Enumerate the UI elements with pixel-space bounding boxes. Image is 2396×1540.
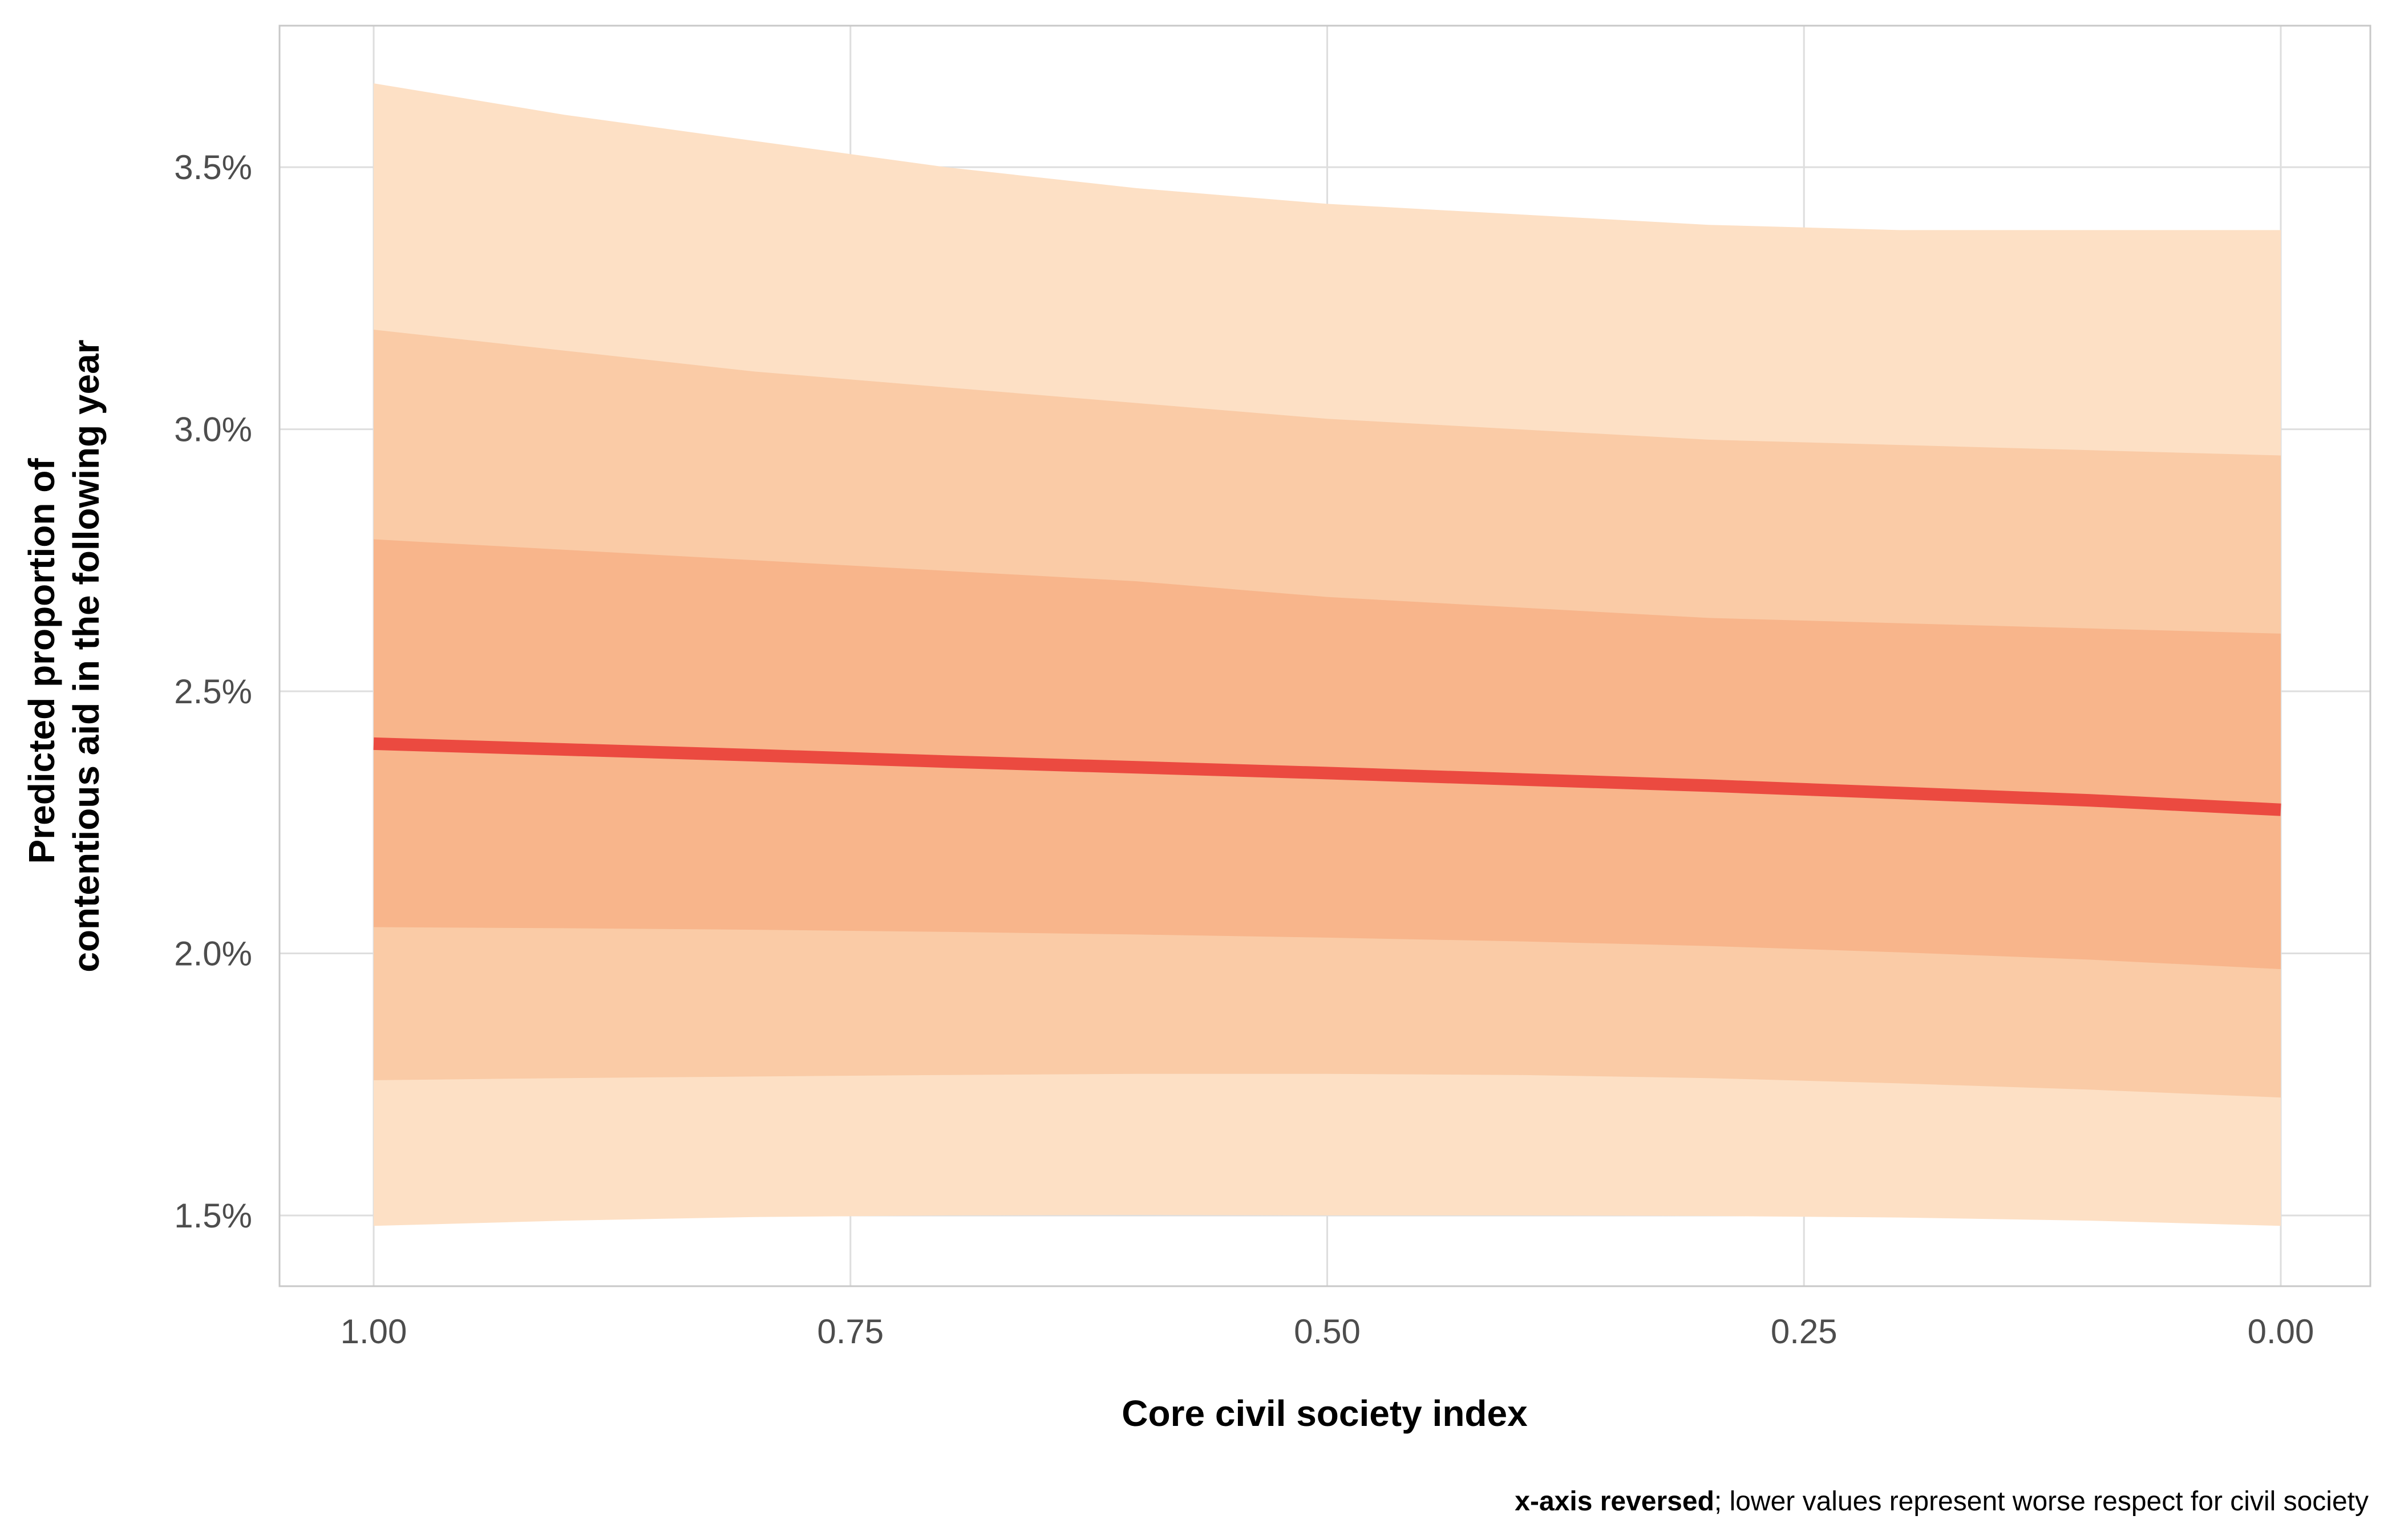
confidence-bands [374, 83, 2281, 1226]
y-tick-label-1: 2.0% [174, 934, 252, 972]
x-tick-label-2: 0.50 [1294, 1312, 1361, 1351]
x-axis-title: Core civil society index [1122, 1393, 1528, 1434]
y-axis-title-line-1: Predicted proportion of [21, 458, 62, 864]
x-axis-ticks: 1.00 0.75 0.50 0.25 0.00 [341, 1312, 2314, 1351]
y-tick-label-0: 1.5% [174, 1197, 252, 1235]
x-tick-label-4: 0.00 [2248, 1312, 2314, 1351]
x-tick-label-3: 0.25 [1771, 1312, 1838, 1351]
y-tick-label-3: 3.0% [174, 411, 252, 449]
y-axis-title: Predicted proportion of contentious aid … [21, 339, 107, 972]
caption: x-axis reversed; lower values represent … [1515, 1486, 2369, 1517]
y-tick-label-2: 2.5% [174, 672, 252, 711]
y-axis-title-line-2: contentious aid in the following year [66, 339, 107, 972]
band-inner [374, 539, 2281, 970]
y-axis-ticks: 1.5% 2.0% 2.5% 3.0% 3.5% [174, 148, 252, 1235]
prediction-line [373, 737, 2281, 816]
caption-bold-part: x-axis reversed [1515, 1486, 1714, 1517]
x-tick-label-0: 1.00 [341, 1312, 407, 1351]
plot-frame [278, 25, 2371, 1287]
x-tick-label-1: 0.75 [817, 1312, 884, 1351]
caption-rest: ; lower values represent worse respect f… [1714, 1486, 2369, 1517]
prediction-line-layer [373, 737, 2281, 816]
y-tick-label-4: 3.5% [174, 148, 252, 187]
